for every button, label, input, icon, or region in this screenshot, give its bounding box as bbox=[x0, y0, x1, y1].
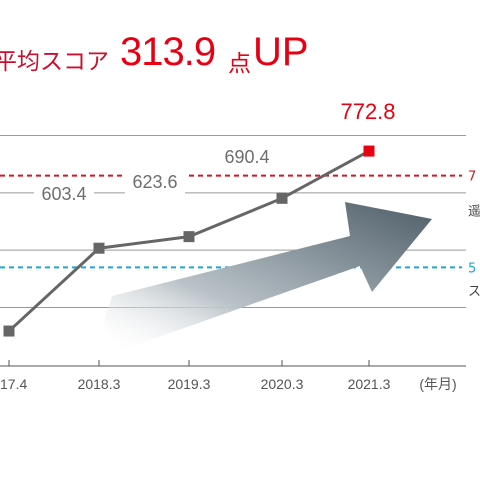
x-tick-label-2: 2019.3 bbox=[168, 376, 211, 392]
x-unit-label: (年月) bbox=[419, 376, 456, 392]
reference-line-label-0: 7 bbox=[468, 170, 476, 185]
data-point-2018.3 bbox=[93, 242, 105, 254]
value-label-2018.3: 603.4 bbox=[41, 184, 86, 204]
value-label-bg-2018.3 bbox=[34, 180, 94, 206]
data-point-2017.4 bbox=[3, 325, 15, 337]
value-label-2021.3: 772.8 bbox=[340, 99, 395, 124]
reference-line-label-1: 5 bbox=[468, 261, 476, 276]
trend-arrow-shape bbox=[103, 202, 432, 350]
value-label-2019.3: 623.6 bbox=[132, 172, 177, 192]
x-tick-label-0: 17.4 bbox=[0, 376, 27, 392]
x-axis: 17.4 2018.3 2019.3 2020.3 2021.3 (年月) bbox=[0, 360, 457, 392]
value-label-2020.3: 690.4 bbox=[224, 147, 269, 167]
data-points-layer bbox=[3, 145, 375, 337]
data-point-2019.3 bbox=[183, 231, 195, 243]
value-label-bg-2021.3 bbox=[333, 99, 403, 125]
headline-unit: 点 bbox=[228, 51, 251, 77]
headline-score: 313.9 bbox=[120, 30, 216, 74]
side-label-1: ス bbox=[468, 284, 480, 299]
value-label-bg-2019.3 bbox=[125, 168, 185, 194]
side-label-0: 遥 bbox=[468, 205, 480, 220]
headline-up: UP bbox=[253, 30, 309, 74]
data-point-2021.3 bbox=[363, 145, 375, 157]
x-tick-label-4: 2021.3 bbox=[348, 376, 391, 392]
value-label-bg-2020.3 bbox=[217, 143, 277, 169]
headline-lead: 平均スコア bbox=[0, 49, 109, 75]
data-point-2020.3 bbox=[276, 192, 288, 204]
x-tick-label-1: 2018.3 bbox=[78, 376, 121, 392]
value-labels-layer: 603.4 623.6 690.4 772.8 bbox=[34, 99, 403, 206]
x-tick-label-3: 2020.3 bbox=[261, 376, 304, 392]
trend-arrow bbox=[103, 202, 432, 350]
